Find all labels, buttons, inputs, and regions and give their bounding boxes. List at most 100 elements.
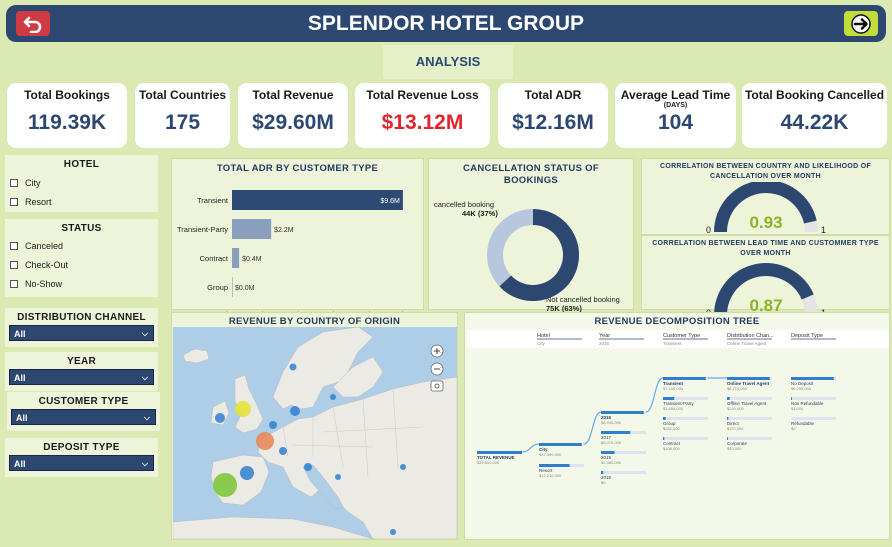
- tree-node-label: Corporate: [727, 441, 748, 446]
- back-button[interactable]: [16, 11, 50, 36]
- customer-type-slicer: CUSTOMER TYPE All ⌵: [7, 392, 160, 431]
- zoom-out-icon[interactable]: [430, 362, 444, 376]
- checkbox[interactable]: [10, 241, 18, 250]
- map-bubble[interactable]: [279, 447, 287, 455]
- tree-node-label: 2018: [601, 475, 612, 480]
- map-bubble-uk[interactable]: [235, 401, 251, 417]
- map-bubble-france[interactable]: [256, 432, 274, 450]
- slice-not-cancelled[interactable]: [499, 209, 579, 301]
- forward-button[interactable]: [844, 11, 878, 36]
- tree-channel-bar[interactable]: [727, 377, 770, 380]
- donut-value-not-cancelled: 75K (63%): [546, 304, 582, 312]
- map-bubble[interactable]: [390, 529, 396, 535]
- checkbox[interactable]: [10, 178, 18, 187]
- gauge-max: 1: [821, 225, 826, 235]
- zoom-in-icon[interactable]: [430, 344, 444, 358]
- tree-channel-bar[interactable]: [727, 417, 729, 420]
- gauge-svg: 0.93 0 1: [706, 180, 826, 235]
- tree-node-label: City: [539, 447, 548, 452]
- slicer-option-no-show[interactable]: No-Show: [10, 274, 158, 293]
- gauge-title: CORRELATION BETWEEN COUNTRY AND LIKELIHO…: [659, 163, 872, 180]
- adr-bar-chart-svg: Transient $9.6M Transient-Party $2.2M Contra…: [177, 190, 419, 319]
- chart-title: REVENUE BY COUNTRY OF ORIGIN: [228, 316, 401, 327]
- checkbox[interactable]: [10, 260, 18, 269]
- tree-customer-bar[interactable]: [663, 377, 706, 380]
- option-label: Check-Out: [25, 259, 69, 270]
- map-bubble-spain[interactable]: [240, 466, 254, 480]
- tree-deposit-bar[interactable]: [791, 377, 834, 380]
- slicer-option-check-out[interactable]: Check-Out: [10, 255, 158, 274]
- tree-channel-bar-track: [727, 437, 772, 440]
- tree-hotel-bar[interactable]: [539, 443, 582, 446]
- bar-group[interactable]: [232, 277, 233, 297]
- kpi-label: Total Revenue Loss: [366, 88, 479, 102]
- checkbox[interactable]: [10, 197, 18, 206]
- leadtime-customer-gauge: CORRELATION BETWEEN LEAD TIME AND CUSTOM…: [641, 235, 890, 318]
- tree-customer-bar[interactable]: [663, 417, 666, 420]
- map-bubble[interactable]: [289, 363, 297, 371]
- tree-link: [583, 411, 602, 445]
- distribution-channel-dropdown[interactable]: All ⌵: [9, 325, 154, 341]
- tree-node-label: Resort: [539, 468, 553, 473]
- data-label: $0.0M: [235, 285, 255, 292]
- map-bubble[interactable]: [269, 421, 277, 429]
- locate-icon[interactable]: [430, 380, 444, 392]
- bar-transient-party[interactable]: [232, 219, 272, 239]
- tree-deposit-bar[interactable]: [791, 397, 792, 400]
- customer-type-dropdown[interactable]: All ⌵: [11, 409, 156, 425]
- map-bubble-germany[interactable]: [290, 406, 300, 416]
- chart-title: TOTAL ADR BY CUSTOMER TYPE: [216, 163, 379, 174]
- tree-year-bar[interactable]: [601, 431, 631, 434]
- checkbox[interactable]: [10, 279, 18, 288]
- tree-year-bar[interactable]: [601, 471, 604, 474]
- tree-channel-bar[interactable]: [727, 397, 730, 400]
- kpi-label: Total Revenue: [252, 88, 334, 102]
- tree-year-bar[interactable]: [601, 451, 615, 454]
- bar-transient[interactable]: [232, 190, 403, 210]
- tree-node-value: $0: [791, 426, 796, 431]
- tree-node-label: TOTAL REVENUE: [477, 455, 515, 460]
- analysis-page-button[interactable]: ANALYSIS: [383, 45, 513, 79]
- country-cancellation-gauge: CORRELATION BETWEEN COUNTRY AND LIKELIHO…: [641, 158, 890, 235]
- slicer-option-canceled[interactable]: Canceled: [10, 236, 158, 255]
- revenue-by-country-map: REVENUE BY COUNTRY OF ORIGIN: [171, 312, 458, 540]
- slicer-option-resort[interactable]: Resort: [10, 192, 158, 211]
- tree-column-label: Year: [599, 333, 610, 339]
- slicer-title: HOTEL: [63, 159, 100, 170]
- europe-map[interactable]: [173, 327, 457, 539]
- map-bubble-ireland[interactable]: [215, 413, 225, 423]
- tree-customer-bar-track: [663, 437, 708, 440]
- tree-year-bar[interactable]: [601, 411, 644, 414]
- map-bubble[interactable]: [335, 474, 341, 480]
- tree-customer-bar[interactable]: [663, 397, 675, 400]
- map-bubble[interactable]: [304, 463, 312, 471]
- deposit-type-dropdown[interactable]: All ⌵: [9, 455, 154, 471]
- tree-node-value: $1,000: [791, 406, 804, 411]
- slicer-option-city[interactable]: City: [10, 173, 158, 192]
- bar-contract[interactable]: [232, 248, 240, 268]
- tree-root-bar[interactable]: [477, 451, 522, 454]
- kpi-label: Average Lead Time: [620, 88, 731, 102]
- slice-cancelled[interactable]: [487, 209, 533, 287]
- tree-column-label: Customer Type: [663, 333, 700, 339]
- dropdown-value: All: [14, 373, 26, 383]
- map-bubble[interactable]: [330, 394, 336, 400]
- tree-node-value: $6,710,000: [727, 386, 748, 391]
- dropdown-value: All: [14, 329, 26, 339]
- tree-node-label: Non Refundable: [791, 401, 824, 406]
- tree-hotel-bar[interactable]: [539, 464, 570, 467]
- kpi-label: Total Countries: [138, 88, 227, 102]
- data-label: $9.6M: [380, 198, 400, 205]
- tree-node-value: $282,000: [663, 426, 680, 431]
- kpi-value: 104: [657, 111, 694, 134]
- tree-channel-bar[interactable]: [727, 437, 728, 440]
- kpi-value: $13.12M: [381, 111, 464, 134]
- option-label: City: [25, 177, 41, 188]
- decomposition-tree-svg[interactable]: Hotel City Year 2016 Customer Type Transient D…: [465, 327, 891, 539]
- tree-node-value: $240,000: [727, 406, 744, 411]
- map-bubble[interactable]: [400, 464, 406, 470]
- tree-customer-bar[interactable]: [663, 437, 665, 440]
- map-bubble-portugal[interactable]: [213, 473, 237, 497]
- year-dropdown[interactable]: All ⌵: [9, 369, 154, 385]
- tree-column-label: Distribution Chan...: [727, 333, 774, 339]
